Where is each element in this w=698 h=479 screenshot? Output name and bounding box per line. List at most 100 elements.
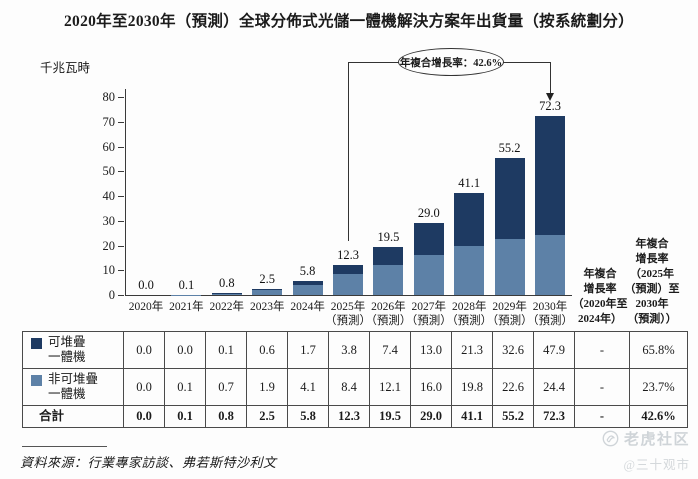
watermark-brand: 老虎社区: [623, 432, 690, 448]
y-tick-label: 0: [108, 288, 115, 302]
bar-segment-stackable: [413, 223, 444, 256]
y-axis-tick: [118, 121, 124, 123]
table-cell: 1.7: [287, 331, 329, 369]
bar-total-label: 5.8: [299, 263, 316, 278]
table-cell: 4.1: [287, 368, 329, 406]
bar-segment-non-stackable: [454, 245, 485, 295]
bar-total-label: 2.5: [259, 271, 275, 286]
annotation-arrow-down-icon: [546, 93, 554, 101]
annotation-connector-right-vertical: [550, 62, 551, 94]
table-cell: -: [574, 368, 630, 406]
table-cell: 7.4: [369, 331, 411, 369]
annotation-connector-left-vertical: [348, 62, 349, 241]
bar-segment-stackable: [373, 246, 404, 266]
table-cell: 0.8: [205, 405, 247, 428]
table-cell: 0.0: [164, 331, 206, 369]
y-axis-tick: [118, 270, 124, 272]
legend-swatch-icon: [31, 375, 42, 386]
x-axis-label: 2026年 （預測）: [365, 301, 412, 327]
bar-total-label: 41.1: [458, 176, 481, 191]
table-cell: 5.8: [287, 405, 329, 428]
table-cell: 0.0: [123, 405, 165, 428]
table-cell: 42.6%: [629, 405, 688, 428]
bar-segment-stackable: [333, 264, 363, 275]
bar-segment-non-stackable: [413, 255, 444, 295]
y-axis-tick: [118, 295, 124, 296]
table-cell: 0.1: [205, 331, 247, 369]
y-axis-tick: [118, 196, 124, 197]
cagr-header-2025-2030: 年複合 增長率 （2025年 （預測）至 2030年 （預測））: [624, 238, 680, 325]
x-axis-label: 2023年: [249, 301, 285, 313]
bar-segment-non-stackable: [333, 274, 363, 295]
table-row: 非可堆疊 一體機 0.0 0.1 0.7 1.9 4.1 8.4 12.1 16.0 19.8 22…: [22, 368, 688, 406]
tiger-logo-icon: [602, 430, 619, 447]
y-axis-tick: [118, 146, 124, 148]
table-cell: 72.3: [533, 405, 575, 428]
x-axis-label: 2022年: [209, 301, 245, 313]
row-label-cell: 合計: [22, 405, 124, 428]
table-cell: 41.1: [451, 405, 493, 428]
table-cell: 19.5: [369, 405, 411, 428]
x-axis-label: 2024年: [290, 301, 325, 313]
bar-total-label: 29.0: [417, 206, 440, 221]
table-row: 合計 0.0 0.1 0.8 2.5 5.8 12.3 19.5 29.0 41.1 55.2 72.…: [22, 405, 688, 428]
y-tick-label: 10: [102, 263, 116, 278]
table-cell: 21.3: [451, 331, 493, 369]
table-cell: 23.7%: [629, 368, 688, 406]
annotation-connector-left-horizontal: [348, 62, 399, 63]
chart-title: 2020年至2030年（預測）全球分佈式光儲一體機解決方案年出貨量（按系統劃分）: [63, 13, 634, 30]
table-cell: 12.3: [328, 405, 370, 428]
bar-segment-non-stackable: [211, 293, 242, 295]
table-cell: 32.6: [492, 331, 534, 369]
row-label: 合計: [39, 409, 65, 423]
watermark: 老虎社区 @三十观市: [602, 428, 690, 473]
x-axis-label: 2029年 （預測）: [486, 301, 533, 327]
table-cell: 55.2: [492, 405, 534, 428]
table-cell: 2.5: [246, 405, 288, 428]
legend-swatch-icon: [31, 338, 42, 349]
y-axis-line: [125, 89, 126, 296]
table-cell: 8.4: [328, 368, 370, 406]
bar-segment-non-stackable: [252, 290, 283, 295]
y-axis-unit-label: 千兆瓦時: [40, 61, 91, 75]
bar-total-label: 55.2: [498, 141, 521, 156]
row-label-cell: 非可堆疊 一體機: [22, 368, 124, 406]
table-cell: 1.9: [246, 368, 288, 406]
bar-segment-stackable: [494, 158, 525, 240]
table-cell: 0.0: [123, 368, 165, 406]
table-cell: 13.0: [410, 331, 452, 369]
table-cell: 65.8%: [629, 331, 688, 369]
x-axis-label: 2021年: [169, 301, 204, 313]
y-tick-label: 70: [102, 114, 116, 129]
cagr-annotation-bubble: 年複合增長率：42.6%: [398, 48, 504, 76]
table-cell: 24.4: [533, 368, 575, 406]
table-cell: 16.0: [410, 368, 452, 406]
y-axis-tick: [118, 220, 124, 222]
y-axis-tick: [118, 171, 124, 173]
y-tick-label: 50: [102, 164, 116, 179]
watermark-handle: @三十观市: [623, 458, 690, 472]
bar-segment-non-stackable: [373, 265, 404, 295]
x-axis-label: 2027年 （預測）: [405, 301, 452, 327]
row-label: 非可堆疊 一體機: [48, 372, 99, 401]
bar-segment-non-stackable: [535, 234, 565, 295]
table-cell: 3.8: [328, 331, 370, 369]
table-cell: 29.0: [410, 405, 452, 428]
bar-total-label: 0.1: [178, 277, 195, 292]
table-cell: -: [574, 331, 630, 369]
bar-total-label: 0.8: [218, 276, 235, 291]
y-tick-label: 20: [102, 238, 116, 253]
y-tick-label: 60: [102, 139, 116, 154]
x-axis-label: 2030年 （預測）: [527, 301, 573, 327]
bar-segment-non-stackable: [292, 284, 323, 295]
table-cell: -: [574, 405, 630, 428]
bar-segment-stackable: [454, 193, 485, 246]
bar-total-label: 19.5: [377, 229, 400, 244]
x-axis-label: 2025年 （預測）: [325, 301, 371, 327]
source-note: 資料來源：行業專家訪談、弗若斯特沙利文: [20, 455, 277, 470]
bar-total-label: 12.3: [337, 247, 359, 262]
bar-segment-stackable: [292, 280, 323, 285]
annotation-connector-right-horizontal: [503, 62, 550, 63]
x-axis-label: 2028年 （預測）: [446, 301, 493, 327]
